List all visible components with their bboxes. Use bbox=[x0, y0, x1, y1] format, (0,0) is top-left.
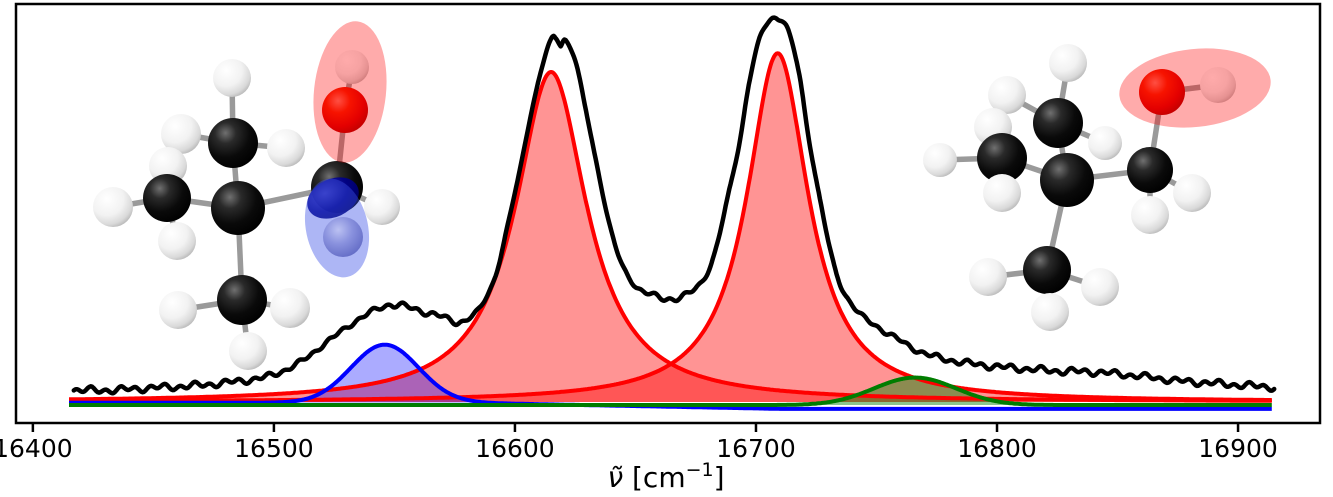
atom-h bbox=[1088, 126, 1122, 160]
atom-h bbox=[267, 129, 305, 167]
tick-label-16800: 16800 bbox=[957, 434, 1037, 463]
atom-h bbox=[1131, 196, 1169, 234]
tick-label-16400: 16400 bbox=[0, 434, 73, 463]
atom-c bbox=[208, 118, 258, 168]
atom-c bbox=[977, 133, 1027, 183]
atom-h bbox=[1200, 67, 1236, 103]
atom-c bbox=[1023, 246, 1071, 294]
atom-h bbox=[1173, 174, 1211, 212]
x-axis: 16400 16500 16600 16700 16800 16900 bbox=[0, 423, 1278, 463]
x-axis-label: ν̃ [cm−1] bbox=[607, 459, 724, 494]
tick-label-16500: 16500 bbox=[234, 434, 314, 463]
atom-c bbox=[143, 174, 191, 222]
atom-h bbox=[983, 174, 1021, 212]
fit-peak-red-2-line bbox=[68, 51, 1273, 403]
curve-strokes bbox=[68, 15, 1277, 411]
atom-h bbox=[1081, 268, 1119, 306]
atom-h bbox=[270, 288, 310, 328]
atom-c bbox=[1127, 147, 1173, 193]
atom-h bbox=[1049, 44, 1087, 82]
atom-h bbox=[364, 189, 400, 225]
oh-highlight bbox=[1119, 48, 1271, 128]
atom-h bbox=[335, 50, 369, 84]
atom-h bbox=[158, 222, 196, 260]
molecule-left-inset bbox=[93, 21, 400, 370]
atom-c bbox=[217, 275, 267, 325]
somo-lobe-dark bbox=[307, 177, 359, 219]
atom-h bbox=[93, 187, 133, 227]
oh-highlight bbox=[313, 21, 387, 163]
tick-label-16600: 16600 bbox=[475, 434, 555, 463]
atom-c bbox=[211, 181, 265, 235]
atom-o bbox=[322, 87, 368, 133]
atom-c bbox=[1033, 98, 1083, 148]
atom-h bbox=[159, 291, 197, 329]
fit-peak-green-line bbox=[68, 375, 1273, 407]
atom-h bbox=[213, 59, 251, 97]
fit-peak-blue-fill bbox=[69, 344, 1272, 409]
atom-h bbox=[988, 76, 1026, 114]
atom-h bbox=[923, 143, 957, 177]
atom-o bbox=[1139, 69, 1185, 115]
atom-h bbox=[1031, 293, 1069, 331]
tick-label-16900: 16900 bbox=[1198, 434, 1278, 463]
somo-lobe-light bbox=[323, 217, 363, 257]
atom-h bbox=[229, 332, 267, 370]
atom-h bbox=[149, 147, 187, 185]
tick-label-16700: 16700 bbox=[716, 434, 796, 463]
atom-h bbox=[969, 258, 1007, 296]
experimental-spectrum-line bbox=[71, 15, 1277, 396]
molecule-right-inset bbox=[923, 44, 1271, 331]
atom-c bbox=[1040, 153, 1094, 207]
atom-h bbox=[161, 114, 201, 154]
